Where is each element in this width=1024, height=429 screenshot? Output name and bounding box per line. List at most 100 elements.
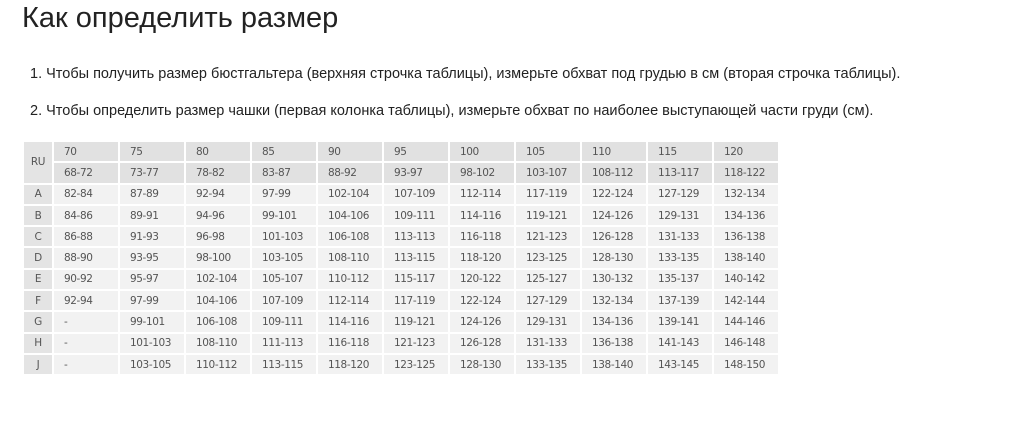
header-row-size: RU 70 75 80 85 90 95 100 105 110 115 120 xyxy=(22,139,780,185)
table-cell: 111-113 xyxy=(250,331,318,355)
table-cell: 92-94 xyxy=(184,182,252,206)
table-cell: - xyxy=(52,352,120,377)
table-cell: 144-146 xyxy=(712,310,780,334)
table-cell: 141-143 xyxy=(646,331,714,355)
table-cell: 87-89 xyxy=(118,182,186,206)
table-cell: 94-96 xyxy=(184,203,252,228)
cup-label: B xyxy=(22,203,54,228)
table-cell: 119-121 xyxy=(382,310,450,334)
table-row: B 84-86 89-91 94-96 99-101 104-106 109-111 114-… xyxy=(22,203,780,228)
table-cell: 121-123 xyxy=(382,331,450,355)
table-cell: 95-97 xyxy=(118,267,186,292)
table-cell: 142-144 xyxy=(712,289,780,313)
cup-label: E xyxy=(22,267,54,292)
table-cell: 105-107 xyxy=(250,267,318,292)
table-cell: 115-117 xyxy=(382,267,450,292)
table-cell: 126-128 xyxy=(448,331,516,355)
band-size-header: 80 xyxy=(184,139,252,164)
table-cell: 98-100 xyxy=(184,246,252,270)
table-cell: 137-139 xyxy=(646,289,714,313)
table-cell: 114-116 xyxy=(448,203,516,228)
table-cell: 132-134 xyxy=(580,289,648,313)
table-cell: 86-88 xyxy=(52,225,120,249)
table-cell: 122-124 xyxy=(448,289,516,313)
table-cell: 122-124 xyxy=(580,182,648,206)
table-cell: 138-140 xyxy=(712,246,780,270)
underbust-header: 98-102 xyxy=(448,161,516,185)
cup-label: F xyxy=(22,289,54,313)
header-row-underbust: 68-72 73-77 78-82 83-87 88-92 93-97 98-102 103-… xyxy=(23,161,780,185)
table-cell: 96-98 xyxy=(184,225,252,249)
table-cell: 146-148 xyxy=(712,331,780,355)
band-size-header: 110 xyxy=(580,139,648,164)
band-size-header: 85 xyxy=(250,139,318,164)
table-cell: 113-115 xyxy=(382,246,450,270)
table-cell: 99-101 xyxy=(118,310,186,334)
instruction-1: 1. Чтобы получить размер бюстгальтера (в… xyxy=(30,66,901,82)
table-cell: 121-123 xyxy=(514,225,582,249)
table-cell: - xyxy=(52,310,120,334)
underbust-header: 88-92 xyxy=(316,161,384,185)
table-cell: 106-108 xyxy=(184,310,252,334)
table-cell: 117-119 xyxy=(382,289,450,313)
underbust-header: 118-122 xyxy=(712,161,780,185)
cup-label: J xyxy=(22,352,54,377)
table-cell: 129-131 xyxy=(514,310,582,334)
band-size-header: 90 xyxy=(316,139,384,164)
underbust-header: 68-72 xyxy=(52,161,120,185)
table-cell: 134-136 xyxy=(712,203,780,228)
cup-label: D xyxy=(22,246,54,270)
table-cell: 112-114 xyxy=(448,182,516,206)
table-row: C 86-88 91-93 96-98 101-103 106-108 113-113 116… xyxy=(22,225,780,249)
underbust-header: 93-97 xyxy=(382,161,450,185)
table-row: E 90-92 95-97 102-104 105-107 110-112 115-117 1… xyxy=(22,267,780,292)
table-cell: 90-92 xyxy=(52,267,120,292)
table-cell: 110-112 xyxy=(316,267,384,292)
table-cell: 123-125 xyxy=(514,246,582,270)
cup-label: G xyxy=(22,310,54,334)
cup-label: A xyxy=(22,182,54,206)
table-cell: 126-128 xyxy=(580,225,648,249)
table-row: D 88-90 93-95 98-100 103-105 108-110 113-115 11… xyxy=(22,246,780,270)
table-row: J -103-105 110-112 113-115 118-120 123-125 128… xyxy=(22,352,780,377)
table-cell: 124-126 xyxy=(448,310,516,334)
cup-label: C xyxy=(22,225,54,249)
table-cell: 104-106 xyxy=(184,289,252,313)
table-cell: 128-130 xyxy=(448,352,516,377)
table-cell: 139-141 xyxy=(646,310,714,334)
table-cell: 116-118 xyxy=(316,331,384,355)
table-cell: 108-110 xyxy=(316,246,384,270)
page-title: Как определить размер xyxy=(22,2,339,34)
table-cell: 128-130 xyxy=(580,246,648,270)
table-cell: 112-114 xyxy=(316,289,384,313)
table-cell: 82-84 xyxy=(52,182,120,206)
table-cell: 97-99 xyxy=(250,182,318,206)
table-row: F 92-94 97-99 104-106 107-109 112-114 117-119 1… xyxy=(22,289,780,313)
table-row: G -99-101 106-108 109-111 114-116 119-121 124-… xyxy=(22,310,780,334)
table-cell: 127-129 xyxy=(646,182,714,206)
table-cell: 125-127 xyxy=(514,267,582,292)
table-cell: 102-104 xyxy=(184,267,252,292)
table-cell: 108-110 xyxy=(184,331,252,355)
table-cell: 103-105 xyxy=(118,352,186,377)
table-cell: 101-103 xyxy=(250,225,318,249)
table-cell: 133-135 xyxy=(646,246,714,270)
table-cell: 134-136 xyxy=(580,310,648,334)
table-cell: 117-119 xyxy=(514,182,582,206)
underbust-header: 103-107 xyxy=(514,161,582,185)
table-cell: - xyxy=(52,331,120,355)
table-cell: 110-112 xyxy=(184,352,252,377)
table-cell: 84-86 xyxy=(52,203,120,228)
band-size-header: 100 xyxy=(448,139,516,164)
table-cell: 107-109 xyxy=(382,182,450,206)
table-cell: 131-133 xyxy=(646,225,714,249)
table-row: A 82-84 87-89 92-94 97-99 102-104 107-109 112-1… xyxy=(22,182,780,206)
table-cell: 109-111 xyxy=(382,203,450,228)
table-cell: 124-126 xyxy=(580,203,648,228)
underbust-header: 73-77 xyxy=(118,161,186,185)
table-cell: 88-90 xyxy=(52,246,120,270)
table-cell: 119-121 xyxy=(514,203,582,228)
table-cell: 127-129 xyxy=(514,289,582,313)
table-cell: 135-137 xyxy=(646,267,714,292)
cup-label: H xyxy=(22,331,54,355)
